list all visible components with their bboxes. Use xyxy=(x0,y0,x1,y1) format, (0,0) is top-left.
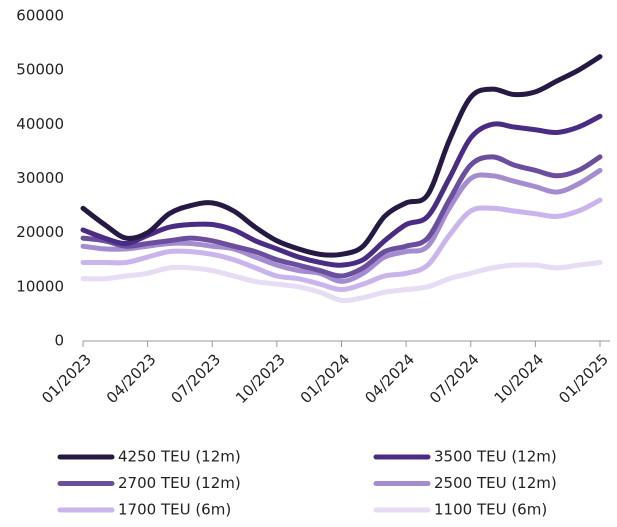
legend-label: 1100 TEU (6m) xyxy=(434,501,547,519)
x-tick-label: 01/2023 xyxy=(38,350,95,407)
series-line xyxy=(80,167,603,284)
x-tick-label: 07/2023 xyxy=(167,350,224,407)
y-tick-label: 20000 xyxy=(16,223,64,241)
x-tick-label: 04/2023 xyxy=(103,350,160,407)
x-tick-label: 10/2024 xyxy=(491,350,548,407)
legend-label: 3500 TEU (12m) xyxy=(434,448,557,466)
legend-label: 4250 TEU (12m) xyxy=(118,448,241,466)
series-line xyxy=(80,154,603,279)
y-tick-label: 10000 xyxy=(16,277,64,295)
series-line xyxy=(80,113,603,268)
series-line xyxy=(80,197,603,293)
x-tick-label: 01/2025 xyxy=(555,350,612,407)
legend-label: 1700 TEU (6m) xyxy=(118,501,231,519)
legend-label: 2700 TEU (12m) xyxy=(118,474,241,492)
x-tick-label: 04/2024 xyxy=(361,350,418,407)
y-tick-label: 30000 xyxy=(16,169,64,187)
y-tick-label: 40000 xyxy=(16,115,64,133)
series-line xyxy=(80,54,603,258)
x-tick-label: 01/2024 xyxy=(297,350,354,407)
y-tick-label: 0 xyxy=(54,332,64,350)
x-tick-label: 10/2023 xyxy=(232,350,289,407)
series-line xyxy=(80,259,603,304)
y-tick-label: 50000 xyxy=(16,61,64,79)
x-tick-label: 07/2024 xyxy=(426,350,483,407)
y-tick-label: 60000 xyxy=(16,7,64,25)
legend-label: 2500 TEU (12m) xyxy=(434,474,557,492)
